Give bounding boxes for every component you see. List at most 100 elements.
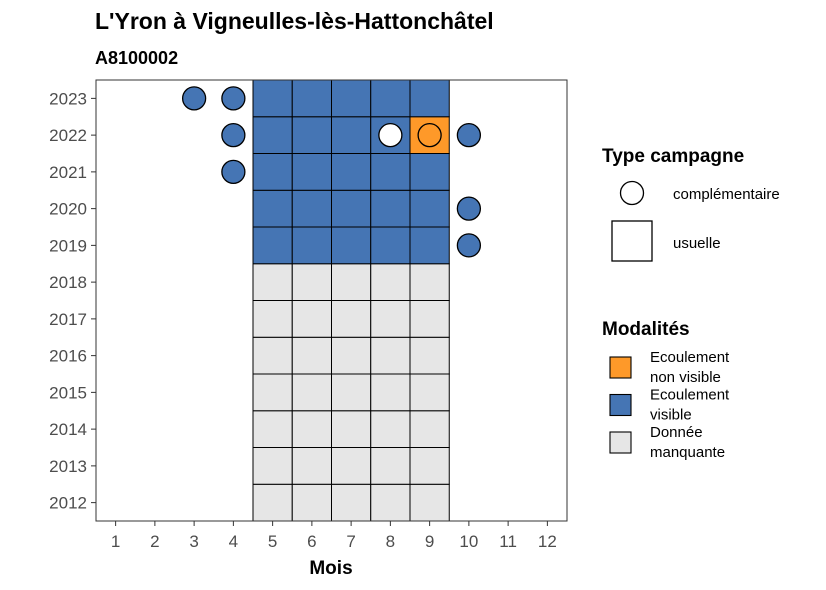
- y-tick-label: 2020: [49, 200, 87, 219]
- tile-2015-5: [252, 373, 293, 412]
- legend-key-square: [611, 220, 653, 262]
- x-tick-label: 3: [189, 532, 198, 551]
- tile-2021-5: [252, 153, 293, 191]
- legend-label-modalite: manquante: [650, 444, 725, 461]
- point-2019-10: [456, 233, 482, 258]
- point-2022-9: [417, 122, 442, 148]
- tile-2015-8: [370, 373, 411, 412]
- tile-2019-6: [291, 226, 332, 265]
- point-2021-4: [221, 159, 246, 185]
- tile-2019-7: [331, 226, 372, 265]
- x-tick-label: 10: [459, 532, 478, 551]
- x-tick-label: 2: [150, 532, 159, 551]
- x-tick-label: 6: [307, 532, 316, 551]
- legend-modalites-title: Modalités: [602, 319, 690, 340]
- tile-2018-8: [370, 263, 411, 301]
- tile-2017-8: [370, 300, 411, 338]
- y-tick-label: 2023: [49, 89, 87, 108]
- x-tick-label: 1: [111, 532, 120, 551]
- tile-2014-7: [331, 410, 372, 448]
- legend-key-circle: [619, 180, 645, 206]
- tile-2021-6: [291, 153, 332, 191]
- y-tick-label: 2015: [49, 383, 87, 402]
- tile-2013-7: [331, 447, 372, 485]
- legend-label-modalite: visible: [650, 407, 692, 424]
- point-2023-3: [181, 86, 207, 111]
- tile-2023-6: [291, 79, 332, 118]
- tile-2013-9: [409, 447, 450, 485]
- tile-2014-5: [252, 410, 293, 448]
- tile-2015-9: [409, 373, 450, 412]
- tile-2012-6: [291, 483, 332, 522]
- y-axis: 2012 2013 2014 2015 2016 2017 2018 2019 2020 2021…: [49, 89, 96, 513]
- x-tick-label: 5: [268, 532, 277, 551]
- tile-2023-7: [331, 79, 372, 118]
- x-tick-label: 7: [346, 532, 355, 551]
- tile-2016-7: [331, 336, 372, 375]
- legend-label-modalite: Donnée: [650, 424, 703, 441]
- point-2022-4: [221, 122, 246, 148]
- tile-2018-6: [291, 263, 332, 301]
- tile-2023-9: [409, 79, 450, 118]
- tile-2020-6: [291, 189, 332, 228]
- tile-2021-9: [409, 153, 450, 191]
- tile-2012-8: [370, 483, 411, 522]
- x-tick-label: 9: [425, 532, 434, 551]
- x-tick-label: 4: [229, 532, 238, 551]
- chart-subtitle: A8100002: [95, 48, 178, 68]
- x-axis-title: Mois: [309, 558, 352, 579]
- tile-2015-6: [291, 373, 332, 412]
- tile-2019-5: [252, 226, 293, 265]
- legend-label-modalite: Ecoulement: [650, 387, 730, 404]
- tile-2018-5: [252, 263, 293, 301]
- legend-key-modalite: [609, 356, 632, 379]
- tile-2022-6: [291, 116, 332, 154]
- tile-2020-8: [370, 189, 411, 228]
- y-tick-label: 2018: [49, 273, 87, 292]
- x-tick-label: 11: [499, 532, 517, 551]
- tile-2023-5: [252, 79, 293, 118]
- tile-2020-7: [331, 189, 372, 228]
- tile-2016-6: [291, 336, 332, 375]
- tile-2017-9: [409, 300, 450, 338]
- tile-2013-6: [291, 447, 332, 485]
- tile-2012-5: [252, 483, 293, 522]
- legend-key-modalite: [609, 393, 632, 417]
- point-2022-10: [456, 122, 482, 148]
- tile-2016-9: [409, 336, 450, 375]
- legend-key-modalite: [609, 431, 632, 454]
- tile-2017-7: [331, 300, 372, 338]
- y-tick-label: 2017: [49, 310, 87, 329]
- tile-2014-8: [370, 410, 411, 448]
- point-2023-4: [221, 86, 246, 111]
- y-tick-label: 2021: [49, 163, 87, 182]
- y-tick-label: 2014: [49, 420, 87, 439]
- point-2020-10: [456, 196, 482, 221]
- tile-2018-7: [331, 263, 372, 301]
- y-tick-label: 2013: [49, 457, 87, 476]
- legend-label-modalite: Ecoulement: [650, 349, 730, 366]
- x-tick-label: 12: [538, 532, 557, 551]
- tile-2016-5: [252, 336, 293, 375]
- plot-points: [181, 86, 482, 258]
- chart-title: L'Yron à Vigneulles-lès-Hattonchâtel: [95, 8, 494, 34]
- tile-2014-6: [291, 410, 332, 448]
- tile-2017-5: [252, 300, 293, 338]
- tile-2022-7: [331, 116, 372, 154]
- tile-2012-9: [409, 483, 450, 522]
- legend-label-modalite: non visible: [650, 369, 721, 386]
- legend-type-campagne: Type campagne complémentaire usuelle: [602, 146, 780, 262]
- legend-label-usuelle: usuelle: [673, 235, 721, 252]
- legend-type-title: Type campagne: [602, 146, 744, 167]
- y-tick-label: 2012: [49, 494, 87, 513]
- tile-2016-8: [370, 336, 411, 375]
- tile-2019-8: [370, 226, 411, 265]
- tile-2017-6: [291, 300, 332, 338]
- tile-2012-7: [331, 483, 372, 522]
- y-tick-label: 2022: [49, 126, 87, 145]
- tile-2022-5: [252, 116, 293, 154]
- tile-2021-7: [331, 153, 372, 191]
- y-tick-label: 2019: [49, 236, 87, 255]
- tile-2015-7: [331, 373, 372, 412]
